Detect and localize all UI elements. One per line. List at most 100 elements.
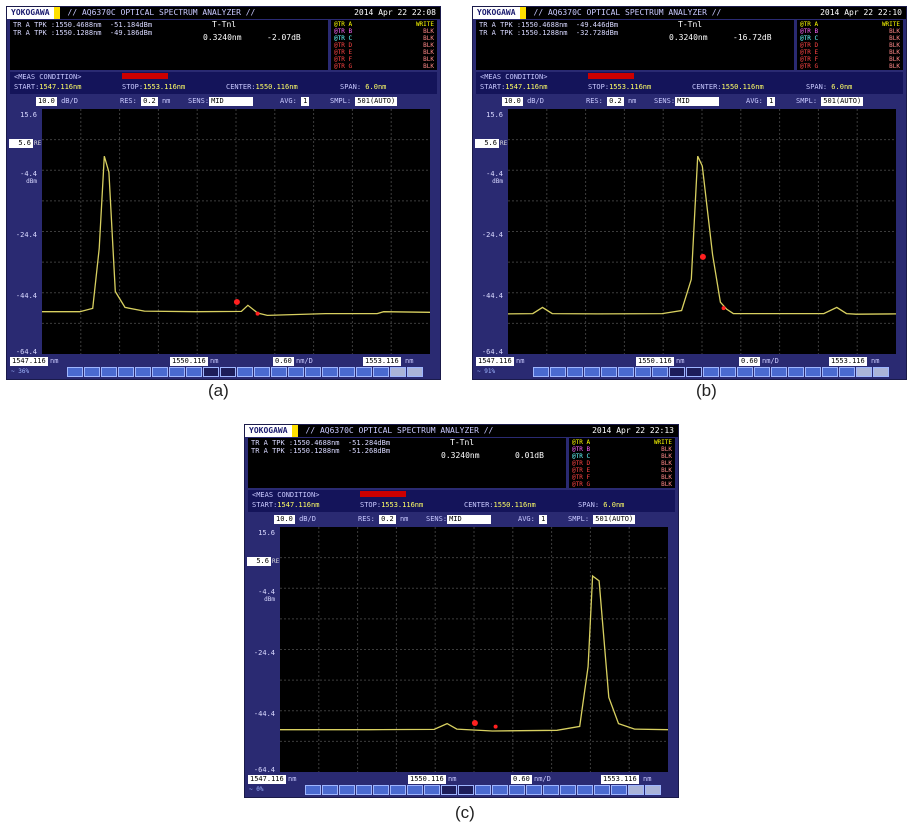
soft-key[interactable] (305, 785, 321, 795)
soft-key[interactable] (407, 785, 423, 795)
soft-key[interactable] (458, 785, 474, 795)
scale-field[interactable]: 10.0 (502, 97, 523, 106)
soft-key[interactable] (771, 367, 787, 377)
soft-key[interactable] (856, 367, 872, 377)
soft-key[interactable] (567, 367, 583, 377)
sens-field[interactable]: MID (675, 97, 720, 106)
soft-key[interactable] (805, 367, 821, 377)
center-value[interactable]: 1550.116nm (493, 501, 536, 509)
res-field[interactable]: 0.2 (379, 515, 396, 524)
soft-key[interactable] (356, 785, 372, 795)
smpl-field[interactable]: 501(AUTO) (821, 97, 864, 106)
soft-key[interactable] (703, 367, 719, 377)
trace-row[interactable]: @TR A WRITE (572, 439, 672, 446)
soft-key[interactable] (550, 367, 566, 377)
soft-key[interactable] (635, 367, 651, 377)
sens-field[interactable]: MID (447, 515, 492, 524)
trace-row[interactable]: @TR B BLK (800, 28, 900, 35)
soft-key[interactable] (526, 785, 542, 795)
soft-key[interactable] (611, 785, 627, 795)
soft-key[interactable] (339, 367, 355, 377)
soft-key[interactable] (407, 367, 423, 377)
soft-key[interactable] (373, 367, 389, 377)
trace-row[interactable]: @TR E BLK (572, 467, 672, 474)
soft-key[interactable] (339, 785, 355, 795)
res-field[interactable]: 0.2 (141, 97, 158, 106)
soft-key[interactable] (873, 367, 889, 377)
soft-key[interactable] (322, 785, 338, 795)
trace-row[interactable]: @TR G BLK (800, 63, 900, 70)
soft-key[interactable] (618, 367, 634, 377)
span-value[interactable]: 6.0nm (831, 83, 853, 91)
trace-row[interactable]: @TR C BLK (572, 453, 672, 460)
res-field[interactable]: 0.2 (607, 97, 624, 106)
trace-row[interactable]: @TR E BLK (334, 49, 434, 56)
soft-key[interactable] (237, 367, 253, 377)
scale-field[interactable]: 10.0 (36, 97, 57, 106)
x-div-field[interactable]: 0.60 (273, 357, 294, 366)
soft-key[interactable] (822, 367, 838, 377)
soft-key[interactable] (169, 367, 185, 377)
x-stop-field[interactable]: 1553.116 (601, 775, 639, 784)
soft-key[interactable] (669, 367, 685, 377)
stop-value[interactable]: 1553.116nm (381, 501, 424, 509)
soft-key[interactable] (186, 367, 202, 377)
trace-row[interactable]: @TR C BLK (334, 35, 434, 42)
soft-key[interactable] (356, 367, 372, 377)
x-start-field[interactable]: 1547.116 (248, 775, 286, 784)
soft-key[interactable] (254, 367, 270, 377)
start-value[interactable]: 1547.116nm (39, 83, 82, 91)
soft-key[interactable] (543, 785, 559, 795)
stop-value[interactable]: 1553.116nm (143, 83, 186, 91)
soft-key[interactable] (628, 785, 644, 795)
soft-key[interactable] (560, 785, 576, 795)
ref-level-field[interactable]: 5.6 (9, 139, 33, 148)
x-start-field[interactable]: 1547.116 (476, 357, 514, 366)
avg-field[interactable]: 1 (767, 97, 776, 106)
start-value[interactable]: 1547.116nm (505, 83, 548, 91)
soft-key[interactable] (373, 785, 389, 795)
soft-key[interactable] (152, 367, 168, 377)
soft-key[interactable] (577, 785, 593, 795)
soft-key[interactable] (686, 367, 702, 377)
soft-key[interactable] (492, 785, 508, 795)
soft-key[interactable] (305, 367, 321, 377)
avg-field[interactable]: 1 (539, 515, 548, 524)
trace-row[interactable]: @TR F BLK (572, 474, 672, 481)
ref-level-field[interactable]: 5.6 (475, 139, 499, 148)
trace-row[interactable]: @TR G BLK (334, 63, 434, 70)
soft-key[interactable] (390, 367, 406, 377)
trace-row[interactable]: @TR D BLK (572, 460, 672, 467)
soft-key[interactable] (509, 785, 525, 795)
stop-value[interactable]: 1553.116nm (609, 83, 652, 91)
soft-key[interactable] (288, 367, 304, 377)
trace-row[interactable]: @TR A WRITE (800, 21, 900, 28)
trace-row[interactable]: @TR D BLK (800, 42, 900, 49)
trace-row[interactable]: @TR F BLK (800, 56, 900, 63)
smpl-field[interactable]: 501(AUTO) (355, 97, 398, 106)
avg-field[interactable]: 1 (301, 97, 310, 106)
sens-field[interactable]: MID (209, 97, 254, 106)
soft-key[interactable] (118, 367, 134, 377)
soft-key[interactable] (645, 785, 661, 795)
soft-key[interactable] (135, 367, 151, 377)
trace-row[interactable]: @TR B BLK (334, 28, 434, 35)
soft-key[interactable] (475, 785, 491, 795)
x-div-field[interactable]: 0.60 (511, 775, 532, 784)
center-value[interactable]: 1550.116nm (255, 83, 298, 91)
soft-key[interactable] (584, 367, 600, 377)
soft-key[interactable] (788, 367, 804, 377)
soft-key[interactable] (271, 367, 287, 377)
soft-key[interactable] (737, 367, 753, 377)
x-start-field[interactable]: 1547.116 (10, 357, 48, 366)
trace-row[interactable]: @TR A WRITE (334, 21, 434, 28)
trace-row[interactable]: @TR F BLK (334, 56, 434, 63)
x-div-field[interactable]: 0.60 (739, 357, 760, 366)
span-value[interactable]: 6.0nm (365, 83, 387, 91)
soft-key[interactable] (424, 785, 440, 795)
x-center-field[interactable]: 1550.116 (408, 775, 446, 784)
scale-field[interactable]: 10.0 (274, 515, 295, 524)
trace-row[interactable]: @TR D BLK (334, 42, 434, 49)
trace-row[interactable]: @TR B BLK (572, 446, 672, 453)
soft-key[interactable] (220, 367, 236, 377)
